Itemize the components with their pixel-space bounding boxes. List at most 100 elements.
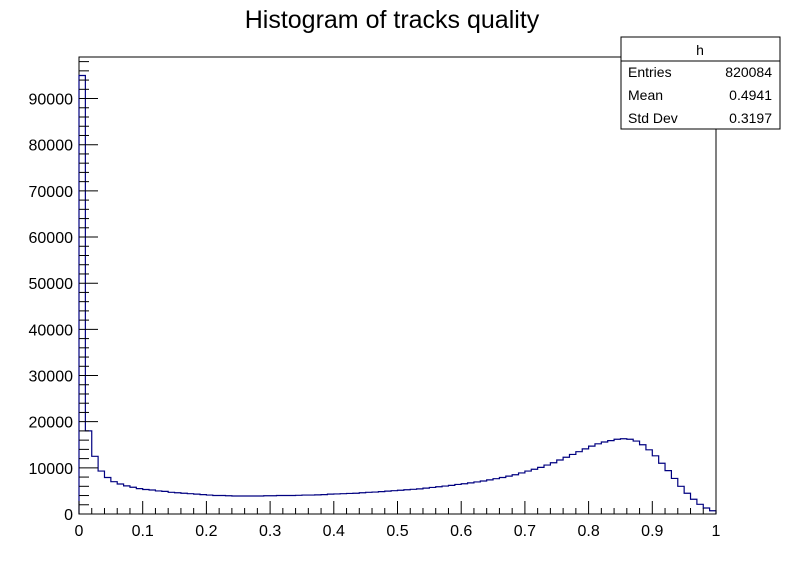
histogram-bin: [557, 460, 563, 514]
x-tick-label: 0.7: [514, 523, 536, 540]
stats-box-frame: [620, 36, 781, 130]
histogram-bin: [340, 494, 346, 514]
histogram-bin: [569, 454, 575, 514]
histogram-bin: [245, 496, 251, 514]
x-tick-label: 0.1: [132, 523, 154, 540]
x-tick-label: 0.6: [450, 523, 472, 540]
histogram-bin: [353, 493, 359, 514]
histogram-bin: [302, 495, 308, 514]
histogram-bin: [691, 499, 697, 514]
stats-box: h Entries 820084 Mean 0.4941 Std Dev 0.3…: [620, 36, 781, 130]
histogram-bin: [130, 487, 136, 514]
histogram-bin: [461, 484, 467, 514]
histogram-bin: [442, 486, 448, 514]
histogram-bin: [525, 471, 531, 514]
x-tick-label: 0.8: [577, 523, 599, 540]
histogram-bin: [98, 471, 104, 514]
histogram-bin: [372, 492, 378, 514]
histogram-bin: [79, 75, 85, 514]
y-tick-label: 80000: [29, 138, 74, 155]
histogram-bin: [468, 483, 474, 514]
histogram-bin: [200, 495, 206, 514]
histogram-bin: [315, 495, 321, 514]
histogram-bin: [187, 494, 193, 514]
histogram-bin: [423, 488, 429, 514]
y-tick-label: 50000: [29, 276, 74, 293]
chart-title: Histogram of tracks quality: [245, 6, 540, 34]
histogram-bin: [270, 496, 276, 514]
histogram-bin: [347, 493, 353, 514]
y-tick-label: 70000: [29, 184, 74, 201]
histogram-bin: [417, 489, 423, 514]
histogram-bin: [162, 491, 168, 514]
stats-entries-value: 820084: [725, 64, 772, 80]
histogram-bin: [595, 444, 601, 514]
histogram-bin: [531, 469, 537, 514]
histogram-bin: [620, 439, 626, 514]
histogram-bin: [149, 490, 155, 514]
y-tick-label: 20000: [29, 415, 74, 432]
x-tick-label: 1: [712, 523, 721, 540]
histogram-bin: [219, 496, 225, 514]
histogram-bin: [327, 494, 333, 514]
histogram-bin: [251, 496, 257, 514]
histogram-bin: [181, 493, 187, 514]
histogram-bin: [85, 431, 91, 514]
histogram-bin: [283, 496, 289, 514]
histogram-bin: [111, 482, 117, 514]
histogram-bin: [633, 441, 639, 514]
histogram-bin: [175, 493, 181, 514]
histogram-bin: [410, 489, 416, 514]
histogram-bin: [404, 490, 410, 514]
histogram-bin: [213, 496, 219, 514]
stats-mean-label: Mean: [628, 87, 663, 103]
y-tick-label: 40000: [29, 322, 74, 339]
y-tick-label: 10000: [29, 461, 74, 478]
histogram-bin: [506, 476, 512, 514]
histogram-bin: [544, 465, 550, 514]
histogram-bin: [487, 480, 493, 514]
histogram-bin: [684, 493, 690, 514]
histogram-bin: [92, 456, 98, 514]
histogram-bin: [582, 449, 588, 514]
histogram-bin: [480, 481, 486, 514]
histogram-bin: [493, 479, 499, 514]
histogram-bin: [308, 495, 314, 514]
histogram-bin: [538, 467, 544, 514]
histogram-bin: [232, 496, 238, 514]
histogram-bin: [436, 487, 442, 514]
stats-box-name: h: [696, 42, 704, 58]
histogram-bin: [136, 489, 142, 514]
histogram-bin: [455, 484, 461, 514]
histogram-bin: [334, 494, 340, 514]
histogram-bin: [512, 475, 518, 514]
histogram-bin: [563, 457, 569, 514]
histogram-bin: [226, 496, 232, 514]
y-tick-label: 90000: [29, 92, 74, 109]
histogram-bin: [659, 463, 665, 514]
x-tick-label: 0.9: [641, 523, 663, 540]
histogram-bin: [168, 492, 174, 514]
histogram-bin: [474, 482, 480, 514]
histogram-bin: [678, 486, 684, 514]
histogram-bin: [194, 494, 200, 514]
histogram-bin: [665, 471, 671, 514]
histogram-bin: [576, 452, 582, 514]
histogram-bin: [366, 492, 372, 514]
histogram-bin: [614, 439, 620, 514]
histogram-bin: [117, 484, 123, 514]
histogram-bin: [652, 456, 658, 514]
histogram-bin: [238, 496, 244, 514]
histogram-bin: [257, 496, 263, 514]
histogram-bin: [627, 439, 633, 514]
histogram-bin: [378, 492, 384, 514]
histogram-bin: [143, 490, 149, 514]
histogram-bin: [359, 493, 365, 514]
histogram-bin: [276, 496, 282, 514]
y-tick-label: 60000: [29, 230, 74, 247]
stats-stddev-label: Std Dev: [628, 110, 678, 126]
histogram-bin: [264, 496, 270, 514]
histogram-bin: [697, 504, 703, 514]
histogram-bin: [448, 485, 454, 514]
histogram-bin: [206, 495, 212, 514]
